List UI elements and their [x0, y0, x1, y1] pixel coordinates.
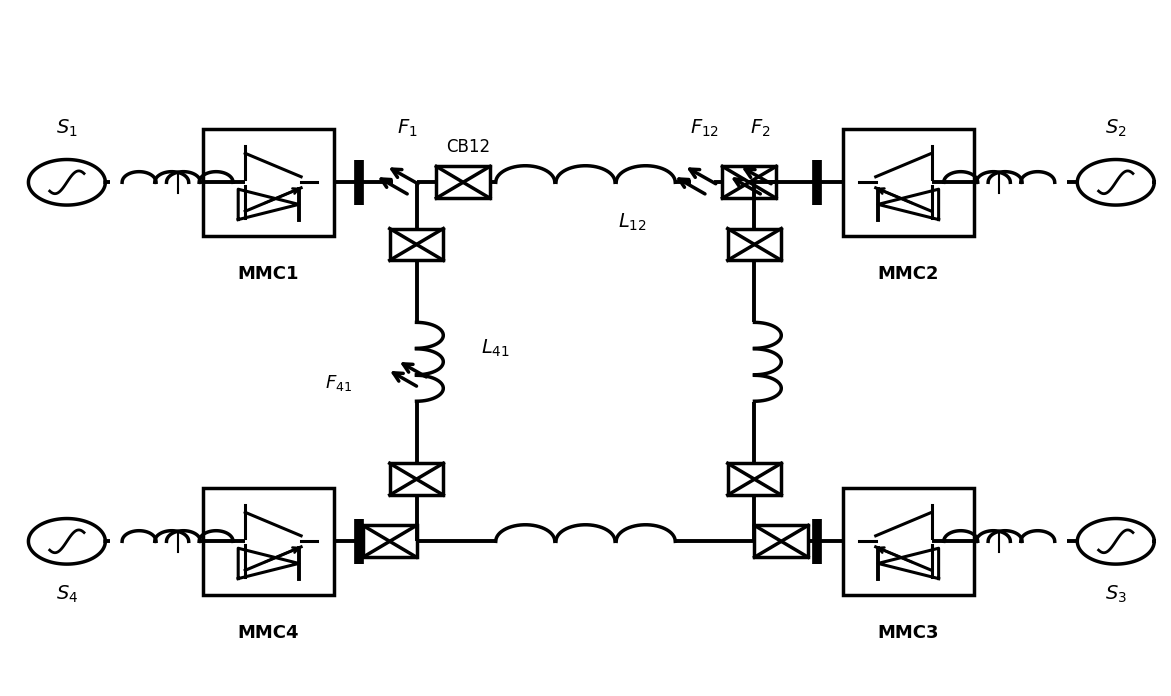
Text: MMC2: MMC2: [877, 264, 939, 283]
Text: $S_1$: $S_1$: [56, 118, 77, 139]
Bar: [437, 166, 489, 198]
Bar: [727, 464, 781, 495]
Bar: [390, 228, 444, 260]
Text: $F_{41}$: $F_{41}$: [326, 372, 352, 393]
Bar: [204, 488, 334, 595]
Bar: [723, 166, 776, 198]
Bar: [204, 129, 334, 236]
Text: $S_2$: $S_2$: [1105, 118, 1127, 139]
Text: $L_{41}$: $L_{41}$: [480, 338, 509, 358]
Bar: [727, 228, 781, 260]
Text: CB12: CB12: [446, 138, 489, 156]
Text: $F_{12}$: $F_{12}$: [691, 118, 719, 139]
Text: MMC4: MMC4: [238, 624, 300, 642]
Bar: [390, 464, 444, 495]
Text: $F_2$: $F_2$: [751, 118, 771, 139]
Text: $S_3$: $S_3$: [1104, 584, 1127, 606]
Text: MMC1: MMC1: [238, 264, 300, 283]
Bar: [843, 488, 973, 595]
Bar: [363, 525, 417, 557]
Bar: [754, 525, 808, 557]
Text: $F_1$: $F_1$: [397, 118, 418, 139]
Text: MMC3: MMC3: [877, 624, 939, 642]
Text: $S_4$: $S_4$: [56, 584, 78, 606]
Bar: [843, 129, 973, 236]
Text: $L_{12}$: $L_{12}$: [618, 212, 646, 232]
